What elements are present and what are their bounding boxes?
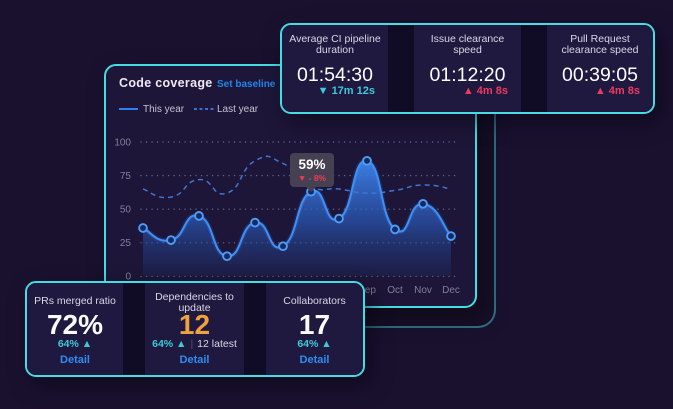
svg-text:50: 50 xyxy=(120,205,132,216)
svg-text:Nov: Nov xyxy=(414,285,432,296)
svg-text:Oct: Oct xyxy=(387,285,403,296)
svg-text:100: 100 xyxy=(114,138,131,149)
svg-text:75: 75 xyxy=(120,171,132,182)
svg-text:0: 0 xyxy=(125,272,131,283)
svg-text:Sep: Sep xyxy=(358,285,376,296)
svg-text:Dec: Dec xyxy=(442,285,460,296)
svg-text:25: 25 xyxy=(120,238,132,249)
